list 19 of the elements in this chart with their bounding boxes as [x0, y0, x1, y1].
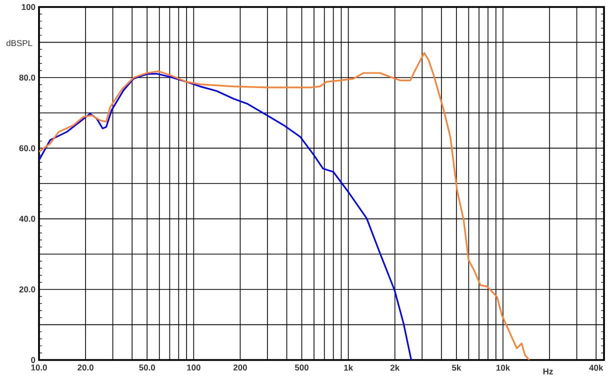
x-tick-label: 10.0	[31, 364, 47, 371]
x-tick-label: 200	[233, 364, 247, 371]
y-tick-label: 0	[31, 357, 36, 363]
y-axis-title: dBSPL	[6, 40, 32, 46]
x-tick-label: 20.0	[78, 364, 94, 371]
x-tick-label: 500	[294, 364, 308, 371]
x-tick-label: 10k	[496, 364, 510, 371]
y-tick-label: 20.0	[19, 286, 36, 292]
y-tick-label: 40.0	[19, 216, 36, 222]
x-tick-label: 5k	[452, 364, 462, 371]
x-tick-label: 40k	[589, 364, 604, 371]
y-tick-label: 60.0	[19, 145, 36, 152]
x-tick-label: 1k	[344, 364, 354, 371]
x-axis-title: Hz	[543, 368, 553, 374]
x-tick-label: 100	[187, 364, 200, 371]
x-tick-label: 2k	[390, 364, 400, 371]
y-tick-label: 80.0	[19, 74, 36, 81]
x-tick-label: 50.0	[139, 364, 155, 371]
y-tick-label: 100	[22, 4, 36, 10]
